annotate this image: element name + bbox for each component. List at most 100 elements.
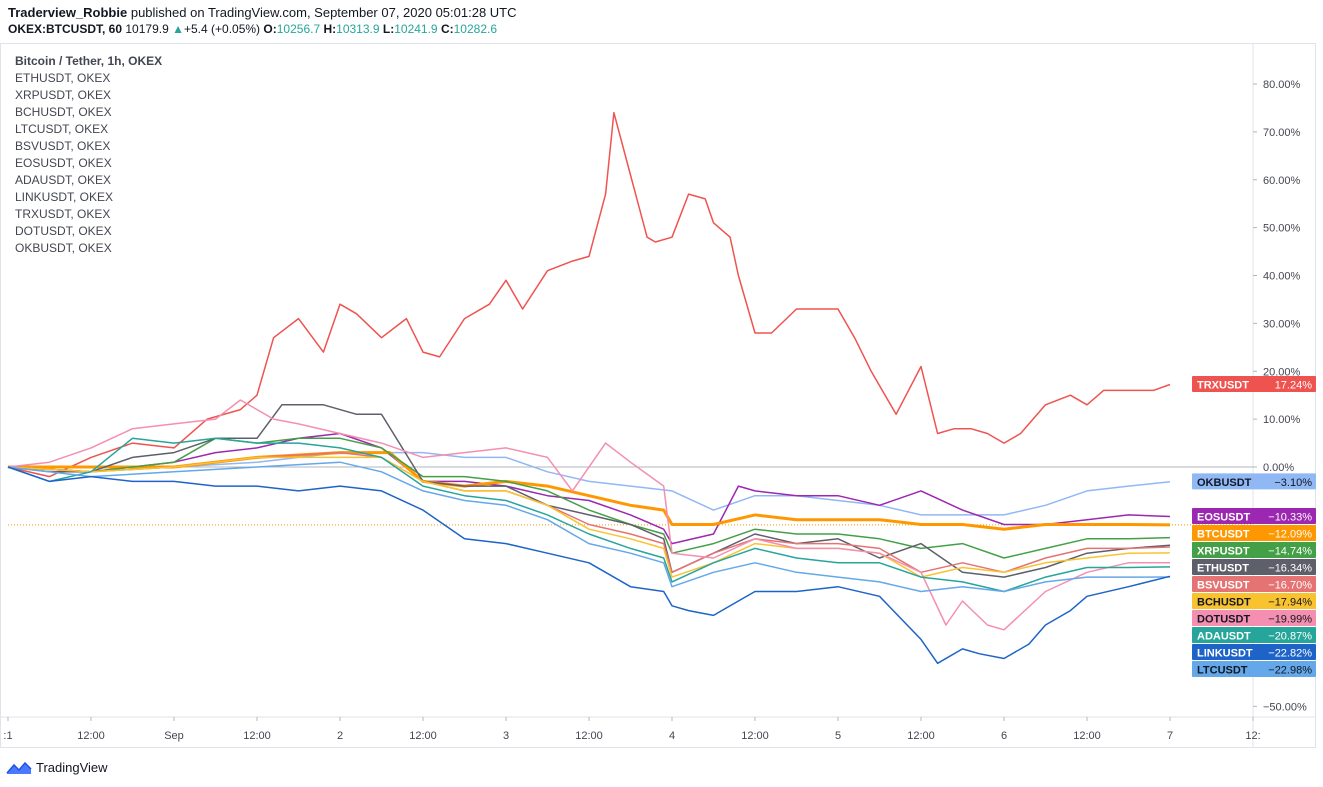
legend-item[interactable]: EOSUSDT, OKEX <box>15 156 112 170</box>
x-tick-label: 12:00 <box>907 730 935 742</box>
value-tag-name: LTCUSDT <box>1197 664 1248 676</box>
x-tick-label: 12: <box>1245 730 1260 742</box>
value-tag-name: OKBUSDT <box>1197 477 1252 489</box>
open-value: 10256.7 <box>276 22 321 36</box>
y-tick-label: 20.00% <box>1263 366 1301 378</box>
y-tick-label: 10.00% <box>1263 414 1301 426</box>
value-tag-name: ADAUSDT <box>1197 630 1251 642</box>
x-tick-label: Sep <box>164 730 184 742</box>
series-line-ltcusdt <box>7 461 1171 593</box>
value-tag-value: −22.82% <box>1268 647 1312 659</box>
series-line-eosusdt <box>7 432 1171 545</box>
last-price: 10179.9 <box>125 22 169 36</box>
value-tag-value: −20.87% <box>1268 630 1312 642</box>
legend-main-series[interactable]: Bitcoin / Tether, 1h, OKEX <box>15 54 163 68</box>
value-tag-value: −19.99% <box>1268 613 1312 625</box>
chart-header: Traderview_Robbie published on TradingVi… <box>8 4 1308 37</box>
low-value: 10241.9 <box>394 22 438 36</box>
value-tag-name: BTCUSDT <box>1197 528 1250 540</box>
x-tick-label: 12:00 <box>1073 730 1101 742</box>
value-tag-value: −3.10% <box>1274 477 1312 489</box>
value-tag-name: XRPUSDT <box>1197 545 1250 557</box>
x-tick-label: 4 <box>669 730 675 742</box>
legend-item[interactable]: BCHUSDT, OKEX <box>15 105 112 119</box>
value-tag-name: DOTUSDT <box>1197 613 1250 625</box>
x-tick-label: 12:00 <box>77 730 105 742</box>
value-tag-trxusdt <box>1192 375 1316 392</box>
legend-item[interactable]: OKBUSDT, OKEX <box>15 241 112 255</box>
x-tick-label: 12:00 <box>243 730 271 742</box>
value-tag-ltcusdt <box>1192 660 1316 677</box>
x-tick-label: 3 <box>503 730 509 742</box>
series-legend: Bitcoin / Tether, 1h, OKEX ETHUSDT, OKEX… <box>15 53 162 257</box>
y-tick-label: 80.00% <box>1263 79 1301 91</box>
close-label: C: <box>440 22 454 36</box>
tradingview-logo-icon <box>6 761 32 774</box>
value-tag-name: EOSUSDT <box>1197 511 1250 523</box>
x-tick-label: 12:00 <box>741 730 769 742</box>
value-tag-name: BCHUSDT <box>1197 596 1251 608</box>
brand-name: TradingView <box>36 760 108 775</box>
series-line-trxusdt <box>7 111 1171 478</box>
ohlc-line: OKEX:BTCUSDT, 60 10179.9 ▲+5.4 (+0.05%) … <box>8 21 1308 37</box>
series-line-okbusdt <box>7 451 1171 516</box>
value-tag-name: LINKUSDT <box>1197 647 1253 659</box>
value-tag-name: BSVUSDT <box>1197 579 1250 591</box>
series-line-adausdt <box>7 437 1171 593</box>
legend-item[interactable]: ETHUSDT, OKEX <box>15 71 111 85</box>
legend-item[interactable]: LINKUSDT, OKEX <box>15 190 114 204</box>
legend-item[interactable]: LTCUSDT, OKEX <box>15 122 109 136</box>
x-tick-label: 2 <box>337 730 343 742</box>
x-tick-label: 12:00 <box>409 730 437 742</box>
legend-item[interactable]: ADAUSDT, OKEX <box>15 173 112 187</box>
y-tick-label: 40.00% <box>1263 271 1301 283</box>
value-tag-value: −16.70% <box>1268 579 1312 591</box>
high-value: 10313.9 <box>336 22 380 36</box>
series-line-ethusdt <box>7 404 1171 578</box>
y-tick-label: 0.00% <box>1263 462 1294 474</box>
x-tick-label: 5 <box>835 730 841 742</box>
value-tag-value: −17.94% <box>1268 596 1312 608</box>
footer-brand[interactable]: TradingView <box>6 760 108 775</box>
value-tag-value: −14.74% <box>1268 545 1312 557</box>
series-line-bsvusdt <box>7 451 1171 574</box>
value-tag-value: −12.09% <box>1268 528 1312 540</box>
x-tick-label: :1 <box>3 730 12 742</box>
publish-line: Traderview_Robbie published on TradingVi… <box>8 4 1308 21</box>
publish-text: published on TradingView.com, September … <box>130 5 517 20</box>
legend-item[interactable]: TRXUSDT, OKEX <box>15 207 111 221</box>
value-tag-bchusdt <box>1192 592 1316 609</box>
value-tag-btcusdt <box>1192 524 1316 541</box>
low-label: L: <box>382 22 395 36</box>
series-line-btcusdt <box>8 451 1171 531</box>
legend-item[interactable]: XRPUSDT, OKEX <box>15 88 112 102</box>
x-tick-label: 12:00 <box>575 730 603 742</box>
legend-item[interactable]: BSVUSDT, OKEX <box>15 139 111 153</box>
series-line-linkusdt <box>7 466 1171 665</box>
y-tick-label: 70.00% <box>1263 127 1301 139</box>
value-tag-value: 17.24% <box>1275 379 1313 391</box>
value-tag-dotusdt <box>1192 609 1316 626</box>
author-name[interactable]: Traderview_Robbie <box>8 5 128 20</box>
value-tag-value: −16.34% <box>1268 562 1312 574</box>
close-value: 10282.6 <box>453 22 498 36</box>
value-tag-linkusdt <box>1192 643 1316 660</box>
symbol-label[interactable]: OKEX:BTCUSDT, 60 <box>8 22 123 36</box>
open-label: O: <box>263 22 277 36</box>
value-tag-eosusdt <box>1192 507 1316 524</box>
legend-item[interactable]: DOTUSDT, OKEX <box>15 224 112 238</box>
x-tick-label: 6 <box>1001 730 1007 742</box>
value-tag-ethusdt <box>1192 558 1316 575</box>
value-tag-name: ETHUSDT <box>1197 562 1249 574</box>
value-tag-value: −10.33% <box>1268 511 1312 523</box>
value-tag-okbusdt <box>1192 473 1316 490</box>
value-tag-adausdt <box>1192 626 1316 643</box>
y-tick-label: 50.00% <box>1263 223 1301 235</box>
change-arrow-icon: ▲ <box>172 22 184 36</box>
y-tick-label: 30.00% <box>1263 318 1301 330</box>
value-tag-xrpusdt <box>1192 541 1316 558</box>
chart-frame[interactable] <box>0 43 1316 748</box>
x-tick-label: 7 <box>1167 730 1173 742</box>
series-line-dotusdt <box>7 399 1171 631</box>
